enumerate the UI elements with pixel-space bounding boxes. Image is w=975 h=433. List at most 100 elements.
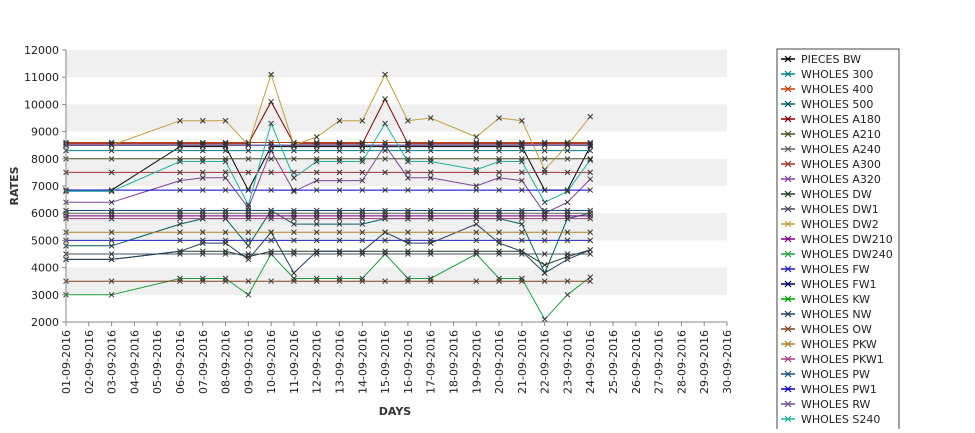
x-tick-label: 07-09-2016 — [197, 330, 210, 394]
data-point — [222, 174, 229, 181]
legend-item: WHOLES PW1 — [781, 383, 877, 396]
legend-box — [776, 48, 900, 433]
data-point — [268, 207, 274, 214]
legend-swatch-marker — [784, 160, 792, 168]
series-wholes-pkw1 — [63, 215, 594, 222]
legend-label: WHOLES A210 — [801, 128, 881, 141]
data-point — [405, 158, 411, 165]
data-point — [564, 188, 571, 195]
data-point — [291, 174, 297, 181]
data-point — [199, 169, 206, 176]
x-tick-label: 10-09-2016 — [265, 330, 278, 394]
data-point — [268, 278, 274, 285]
legend-swatch-marker — [784, 70, 792, 78]
legend-item: WHOLES DW — [781, 188, 872, 201]
data-point — [587, 169, 594, 176]
data-point — [405, 169, 411, 176]
legend-item: WHOLES FW — [781, 263, 870, 276]
legend-item: WHOLES DW1 — [781, 203, 879, 216]
x-tick-label: 03-09-2016 — [106, 330, 119, 394]
data-point — [336, 177, 343, 184]
legend-swatch-marker — [784, 85, 792, 93]
x-tick-label: 19-09-2016 — [470, 330, 483, 394]
series-line — [66, 146, 591, 192]
data-point — [222, 207, 229, 214]
data-point — [177, 142, 183, 149]
data-point — [427, 142, 434, 149]
x-tick-label: 18-09-2016 — [447, 330, 460, 394]
x-tick-label: 23-09-2016 — [561, 330, 574, 394]
data-point — [541, 270, 548, 276]
data-point — [177, 248, 183, 255]
data-point — [268, 169, 274, 176]
data-point — [405, 278, 411, 285]
legend-item: WHOLES PKW1 — [781, 353, 884, 366]
legend-item: PIECES BW — [781, 53, 861, 66]
data-point — [382, 155, 388, 162]
data-point — [519, 229, 525, 236]
data-point — [291, 221, 297, 227]
data-point — [291, 270, 297, 276]
data-point — [496, 174, 502, 181]
data-point — [222, 142, 229, 149]
data-point — [222, 251, 229, 257]
data-point — [222, 117, 229, 124]
legend-item: WHOLES 500 — [781, 98, 873, 111]
data-point — [108, 169, 115, 176]
data-point — [541, 251, 548, 257]
data-point — [177, 117, 183, 124]
data-point — [108, 242, 115, 249]
x-tick-label: 20-09-2016 — [493, 330, 506, 394]
x-tick-label: 06-09-2016 — [174, 330, 187, 394]
data-point — [427, 251, 434, 257]
data-point — [405, 174, 411, 181]
data-point — [108, 251, 115, 257]
x-tick-label: 01-09-2016 — [60, 330, 73, 394]
data-point — [473, 278, 480, 285]
data-point — [519, 207, 525, 214]
data-point — [496, 278, 502, 285]
legend-label: WHOLES A180 — [801, 113, 881, 126]
data-point — [108, 188, 115, 195]
data-point — [222, 158, 229, 165]
data-point — [245, 142, 252, 149]
data-point — [268, 215, 274, 222]
data-point — [496, 169, 502, 176]
data-point — [177, 229, 183, 236]
data-point — [405, 240, 411, 246]
data-point — [268, 147, 274, 154]
data-point — [496, 229, 502, 236]
data-point — [541, 229, 548, 236]
legend-label: WHOLES OW — [801, 323, 872, 336]
legend-item: WHOLES FW1 — [781, 278, 877, 291]
data-point — [587, 155, 594, 162]
data-point — [222, 278, 229, 285]
legend-swatch-marker — [784, 55, 792, 63]
data-point — [496, 187, 502, 193]
data-point — [177, 215, 183, 222]
data-point — [541, 237, 548, 244]
data-point — [382, 96, 388, 102]
legend-label: WHOLES DW240 — [801, 248, 893, 261]
legend-label: WHOLES DW1 — [801, 203, 879, 216]
x-tick-label: 28-09-2016 — [675, 330, 688, 394]
y-tick-label: 5000 — [31, 234, 59, 247]
data-point — [359, 215, 366, 222]
x-tick-label: 11-09-2016 — [288, 330, 301, 394]
data-point — [427, 240, 434, 246]
data-point — [177, 158, 183, 165]
data-point — [359, 278, 366, 285]
data-point — [541, 215, 548, 222]
legend-label: WHOLES DW2 — [801, 218, 879, 231]
data-point — [427, 115, 434, 121]
data-point — [587, 113, 594, 120]
x-tick-label: 08-09-2016 — [220, 330, 233, 394]
legend-label: WHOLES A320 — [801, 173, 881, 186]
data-point — [177, 177, 183, 184]
data-point — [177, 169, 183, 176]
legend-label: WHOLES FW1 — [801, 278, 877, 291]
data-point — [336, 187, 343, 193]
data-point — [313, 207, 320, 214]
data-point — [519, 221, 525, 227]
legend-label: WHOLES 300 — [801, 68, 873, 81]
